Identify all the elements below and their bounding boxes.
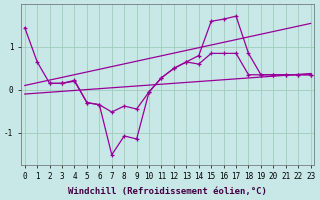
X-axis label: Windchill (Refroidissement éolien,°C): Windchill (Refroidissement éolien,°C) — [68, 187, 267, 196]
